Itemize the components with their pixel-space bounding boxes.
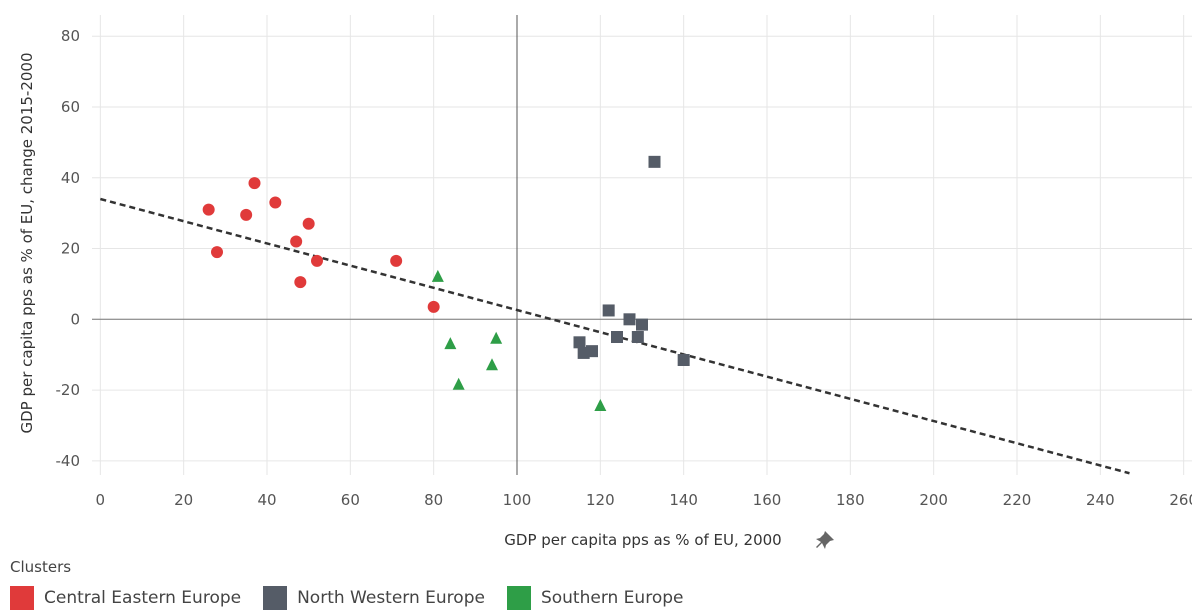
y-tick-label: 0 (70, 310, 80, 328)
x-tick-label: 100 (503, 491, 532, 509)
data-point-circle (302, 217, 315, 230)
y-tick-label: -20 (56, 381, 81, 399)
data-point-circle (211, 246, 223, 259)
data-point-circle (390, 254, 403, 267)
x-tick-label: 60 (341, 491, 360, 509)
data-point-circle (240, 208, 253, 221)
x-tick-label: 0 (96, 491, 106, 509)
data-point-square (573, 336, 586, 349)
legend: Clusters Central Eastern Europe North We… (10, 558, 683, 610)
data-point-triangle (486, 358, 498, 371)
data-point-circle (294, 276, 307, 289)
x-tick-label: 80 (424, 491, 443, 509)
pin-icon[interactable] (816, 531, 834, 549)
y-tick-label: 40 (61, 169, 80, 187)
data-point-square (602, 304, 615, 317)
x-tick-label: 200 (919, 491, 948, 509)
y-tick-labels: -40 -20 0 20 40 60 80 (56, 27, 81, 470)
grid-lines (92, 15, 1192, 475)
data-point-square (586, 345, 598, 358)
x-tick-label: 160 (753, 491, 782, 509)
x-tick-label: 140 (669, 491, 698, 509)
x-axis-title: GDP per capita pps as % of EU, 2000 (504, 531, 781, 549)
y-axis-title: GDP per capita pps as % of EU, change 20… (18, 52, 36, 433)
legend-title: Clusters (10, 558, 72, 576)
data-point-circle (290, 235, 303, 248)
data-point-circle (202, 203, 215, 216)
legend-label: Southern Europe (540, 588, 684, 608)
data-point-circle (248, 177, 261, 190)
data-point-triangle (452, 377, 465, 390)
x-tick-label: 180 (836, 491, 865, 509)
x-tick-label: 240 (1086, 491, 1115, 509)
x-tick-labels: 0 20 40 60 80 100 120 140 160 180 200 220 240 260 (96, 491, 1192, 509)
legend-item-southern-europe[interactable]: Southern Europe (506, 586, 684, 610)
data-point-triangle (594, 399, 607, 411)
x-tick-label: 220 (1003, 491, 1032, 509)
legend-label: Central Eastern Europe (44, 588, 242, 608)
legend-label: North Western Europe (297, 588, 485, 608)
legend-item-north-western-europe[interactable]: North Western Europe (263, 586, 485, 610)
data-point-square (611, 331, 623, 343)
y-tick-label: -40 (56, 452, 81, 470)
data-point-triangle (431, 269, 444, 282)
y-tick-label: 20 (61, 240, 80, 258)
reference-lines (92, 15, 1192, 475)
scatter-chart: 020406080100120140160180200220240260 -40… (18, 15, 1192, 549)
data-point-square (631, 331, 644, 343)
legend-swatch (10, 586, 34, 610)
x-tick-label: 40 (257, 491, 276, 509)
data-point-triangle (444, 337, 457, 350)
y-tick-label: 80 (61, 27, 80, 45)
x-tick-label: 260 (1169, 491, 1192, 509)
data-points (202, 155, 690, 411)
x-tick-label: 120 (586, 491, 615, 509)
legend-swatch (506, 586, 531, 610)
data-point-square (636, 318, 648, 331)
data-point-square (677, 354, 690, 366)
data-point-square (648, 155, 661, 168)
data-point-circle (311, 254, 323, 267)
data-point-triangle (490, 331, 503, 344)
data-point-square (623, 313, 636, 326)
legend-swatch (263, 586, 288, 610)
y-tick-label: 60 (61, 98, 80, 116)
x-tick-label: 20 (174, 491, 193, 509)
data-point-circle (269, 196, 282, 209)
data-point-circle (427, 300, 440, 313)
legend-item-central-eastern-europe[interactable]: Central Eastern Europe (10, 586, 241, 610)
